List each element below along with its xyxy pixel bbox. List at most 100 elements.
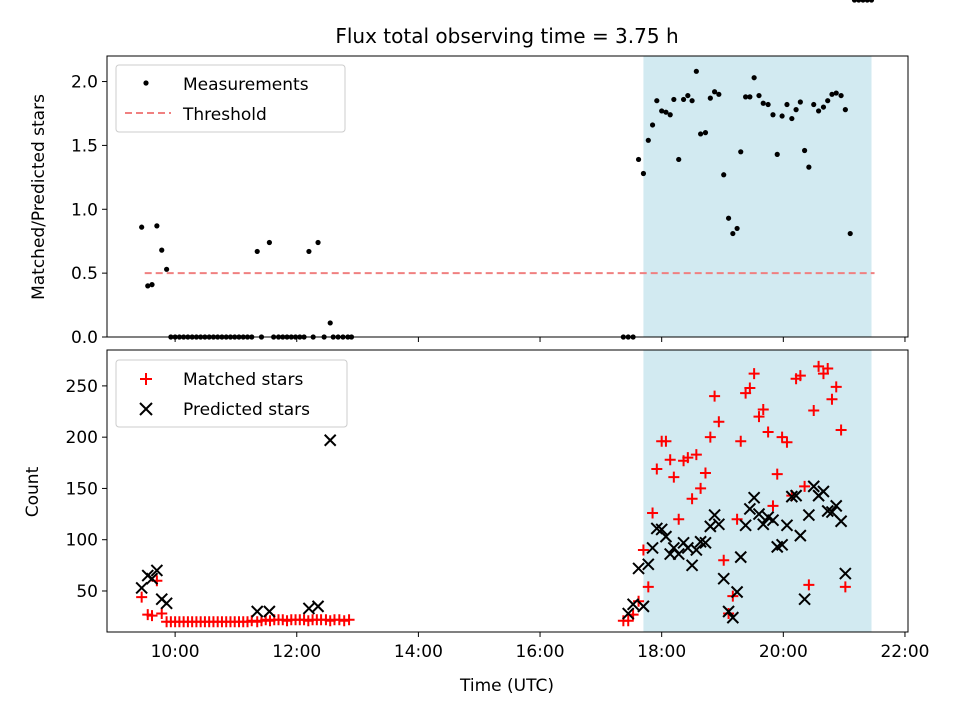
measurement-point	[770, 112, 775, 117]
measurement-point	[806, 165, 811, 170]
measurement-point	[730, 231, 735, 236]
measurement-point	[685, 93, 690, 98]
measurement-point	[668, 112, 673, 117]
measurement-point	[159, 248, 164, 253]
ratio-ytick-label: 2.0	[71, 73, 98, 93]
legend-measurements-label: Measurements	[183, 75, 309, 95]
measurement-point	[154, 223, 159, 228]
measurement-point	[802, 148, 807, 153]
predicted-star-point	[313, 601, 324, 612]
xtick-label: 18:00	[637, 642, 686, 662]
measurement-point	[798, 99, 803, 104]
measurement-point	[164, 267, 169, 272]
counts-y-ticks: 50 100 150 200 250	[66, 377, 107, 602]
predicted-star-point	[252, 606, 263, 617]
counts-ytick-label: 250	[66, 377, 98, 397]
ratio-ytick-label: 0.5	[71, 264, 98, 284]
measurement-point	[306, 249, 311, 254]
counts-ytick-label: 100	[66, 531, 98, 551]
measurement-point	[775, 152, 780, 157]
measurement-point	[716, 92, 721, 97]
xtick-label: 14:00	[394, 642, 443, 662]
measurement-point	[698, 131, 703, 136]
measurement-point	[811, 102, 816, 107]
predicted-star-point	[325, 435, 336, 446]
matched-star-point	[334, 614, 345, 625]
measurement-point	[267, 240, 272, 245]
xtick-label: 22:00	[880, 642, 929, 662]
measurement-point	[694, 69, 699, 74]
measurement-point	[838, 93, 843, 98]
xtick-label: 20:00	[759, 642, 808, 662]
measurement-point	[676, 157, 681, 162]
measurement-point	[766, 102, 771, 107]
xtick-label: 10:00	[151, 642, 200, 662]
predicted-star-point	[303, 603, 314, 614]
counts-legend: Matched stars Predicted stars	[116, 360, 347, 427]
measurement-point	[793, 107, 798, 112]
measurement-point	[703, 130, 708, 135]
ratio-ylabel: Matched/Predicted stars	[29, 94, 49, 300]
matched-star-point	[344, 614, 355, 625]
ratio-ytick-label: 0.0	[71, 328, 98, 348]
legend-matched-label: Matched stars	[183, 370, 303, 390]
matched-star-point	[339, 615, 350, 626]
predicted-star-point	[161, 598, 172, 609]
counts-shaded-span	[643, 350, 871, 632]
measurement-point	[821, 104, 826, 109]
measurement-point	[139, 225, 144, 230]
measurement-point	[816, 108, 821, 113]
measurement-point	[784, 102, 789, 107]
measurement-point	[315, 240, 320, 245]
x-axis-label: Time (UTC)	[459, 676, 554, 696]
chart-title: Flux total observing time = 3.75 h	[335, 24, 678, 48]
measurement-point	[636, 157, 641, 162]
measurement-point	[747, 94, 752, 99]
ratio-y-ticks: 0.0 0.5 1.0 1.5 2.0	[71, 73, 107, 348]
ratio-shaded-span	[643, 56, 871, 337]
measurement-point	[681, 97, 686, 102]
predicted-star-point	[633, 563, 644, 574]
measurement-point	[869, 0, 874, 3]
measurement-point	[721, 172, 726, 177]
measurement-point	[255, 249, 260, 254]
measurement-point	[761, 101, 766, 106]
measurement-point	[825, 98, 830, 103]
matched-star-point	[136, 592, 147, 603]
measurement-point	[689, 98, 694, 103]
measurement-point	[789, 116, 794, 121]
counts-ytick-label: 50	[76, 582, 98, 602]
xtick-label: 12:00	[272, 642, 321, 662]
measurement-point	[328, 320, 333, 325]
ratio-legend: Measurements Threshold	[116, 65, 345, 132]
measurement-point	[654, 98, 659, 103]
measurement-point	[734, 226, 739, 231]
measurement-point	[738, 149, 743, 154]
ratio-ytick-label: 1.5	[71, 136, 98, 156]
legend-predicted-label: Predicted stars	[183, 400, 310, 420]
matched-star-point	[156, 608, 167, 619]
measurement-point	[848, 231, 853, 236]
measurement-point	[708, 96, 713, 101]
ratio-ytick-label: 1.0	[71, 200, 98, 220]
counts-ytick-label: 200	[66, 428, 98, 448]
counts-x-ticks: 10:00 12:00 14:00 16:00 18:00 20:00 22:00	[151, 632, 930, 662]
measurement-point	[834, 90, 839, 95]
legend-threshold-label: Threshold	[182, 105, 267, 125]
measurement-point	[671, 97, 676, 102]
xtick-label: 16:00	[516, 642, 565, 662]
measurement-point	[752, 75, 757, 80]
legend-measurements-marker	[143, 80, 148, 85]
measurement-point	[646, 138, 651, 143]
measurement-point	[641, 171, 646, 176]
measurement-point	[650, 122, 655, 127]
counts-ylabel: Count	[23, 466, 43, 517]
counts-ytick-label: 150	[66, 479, 98, 499]
measurement-point	[756, 93, 761, 98]
measurement-point	[726, 216, 731, 221]
measurement-point	[149, 282, 154, 287]
ratio-panel: 0.00.51.01.52.0 Matched/Predicted stars …	[29, 0, 908, 348]
counts-panel: 50 100 150 200 250 10:00 12:00 14:00 16:00 18:00…	[23, 350, 929, 696]
measurement-point	[843, 107, 848, 112]
